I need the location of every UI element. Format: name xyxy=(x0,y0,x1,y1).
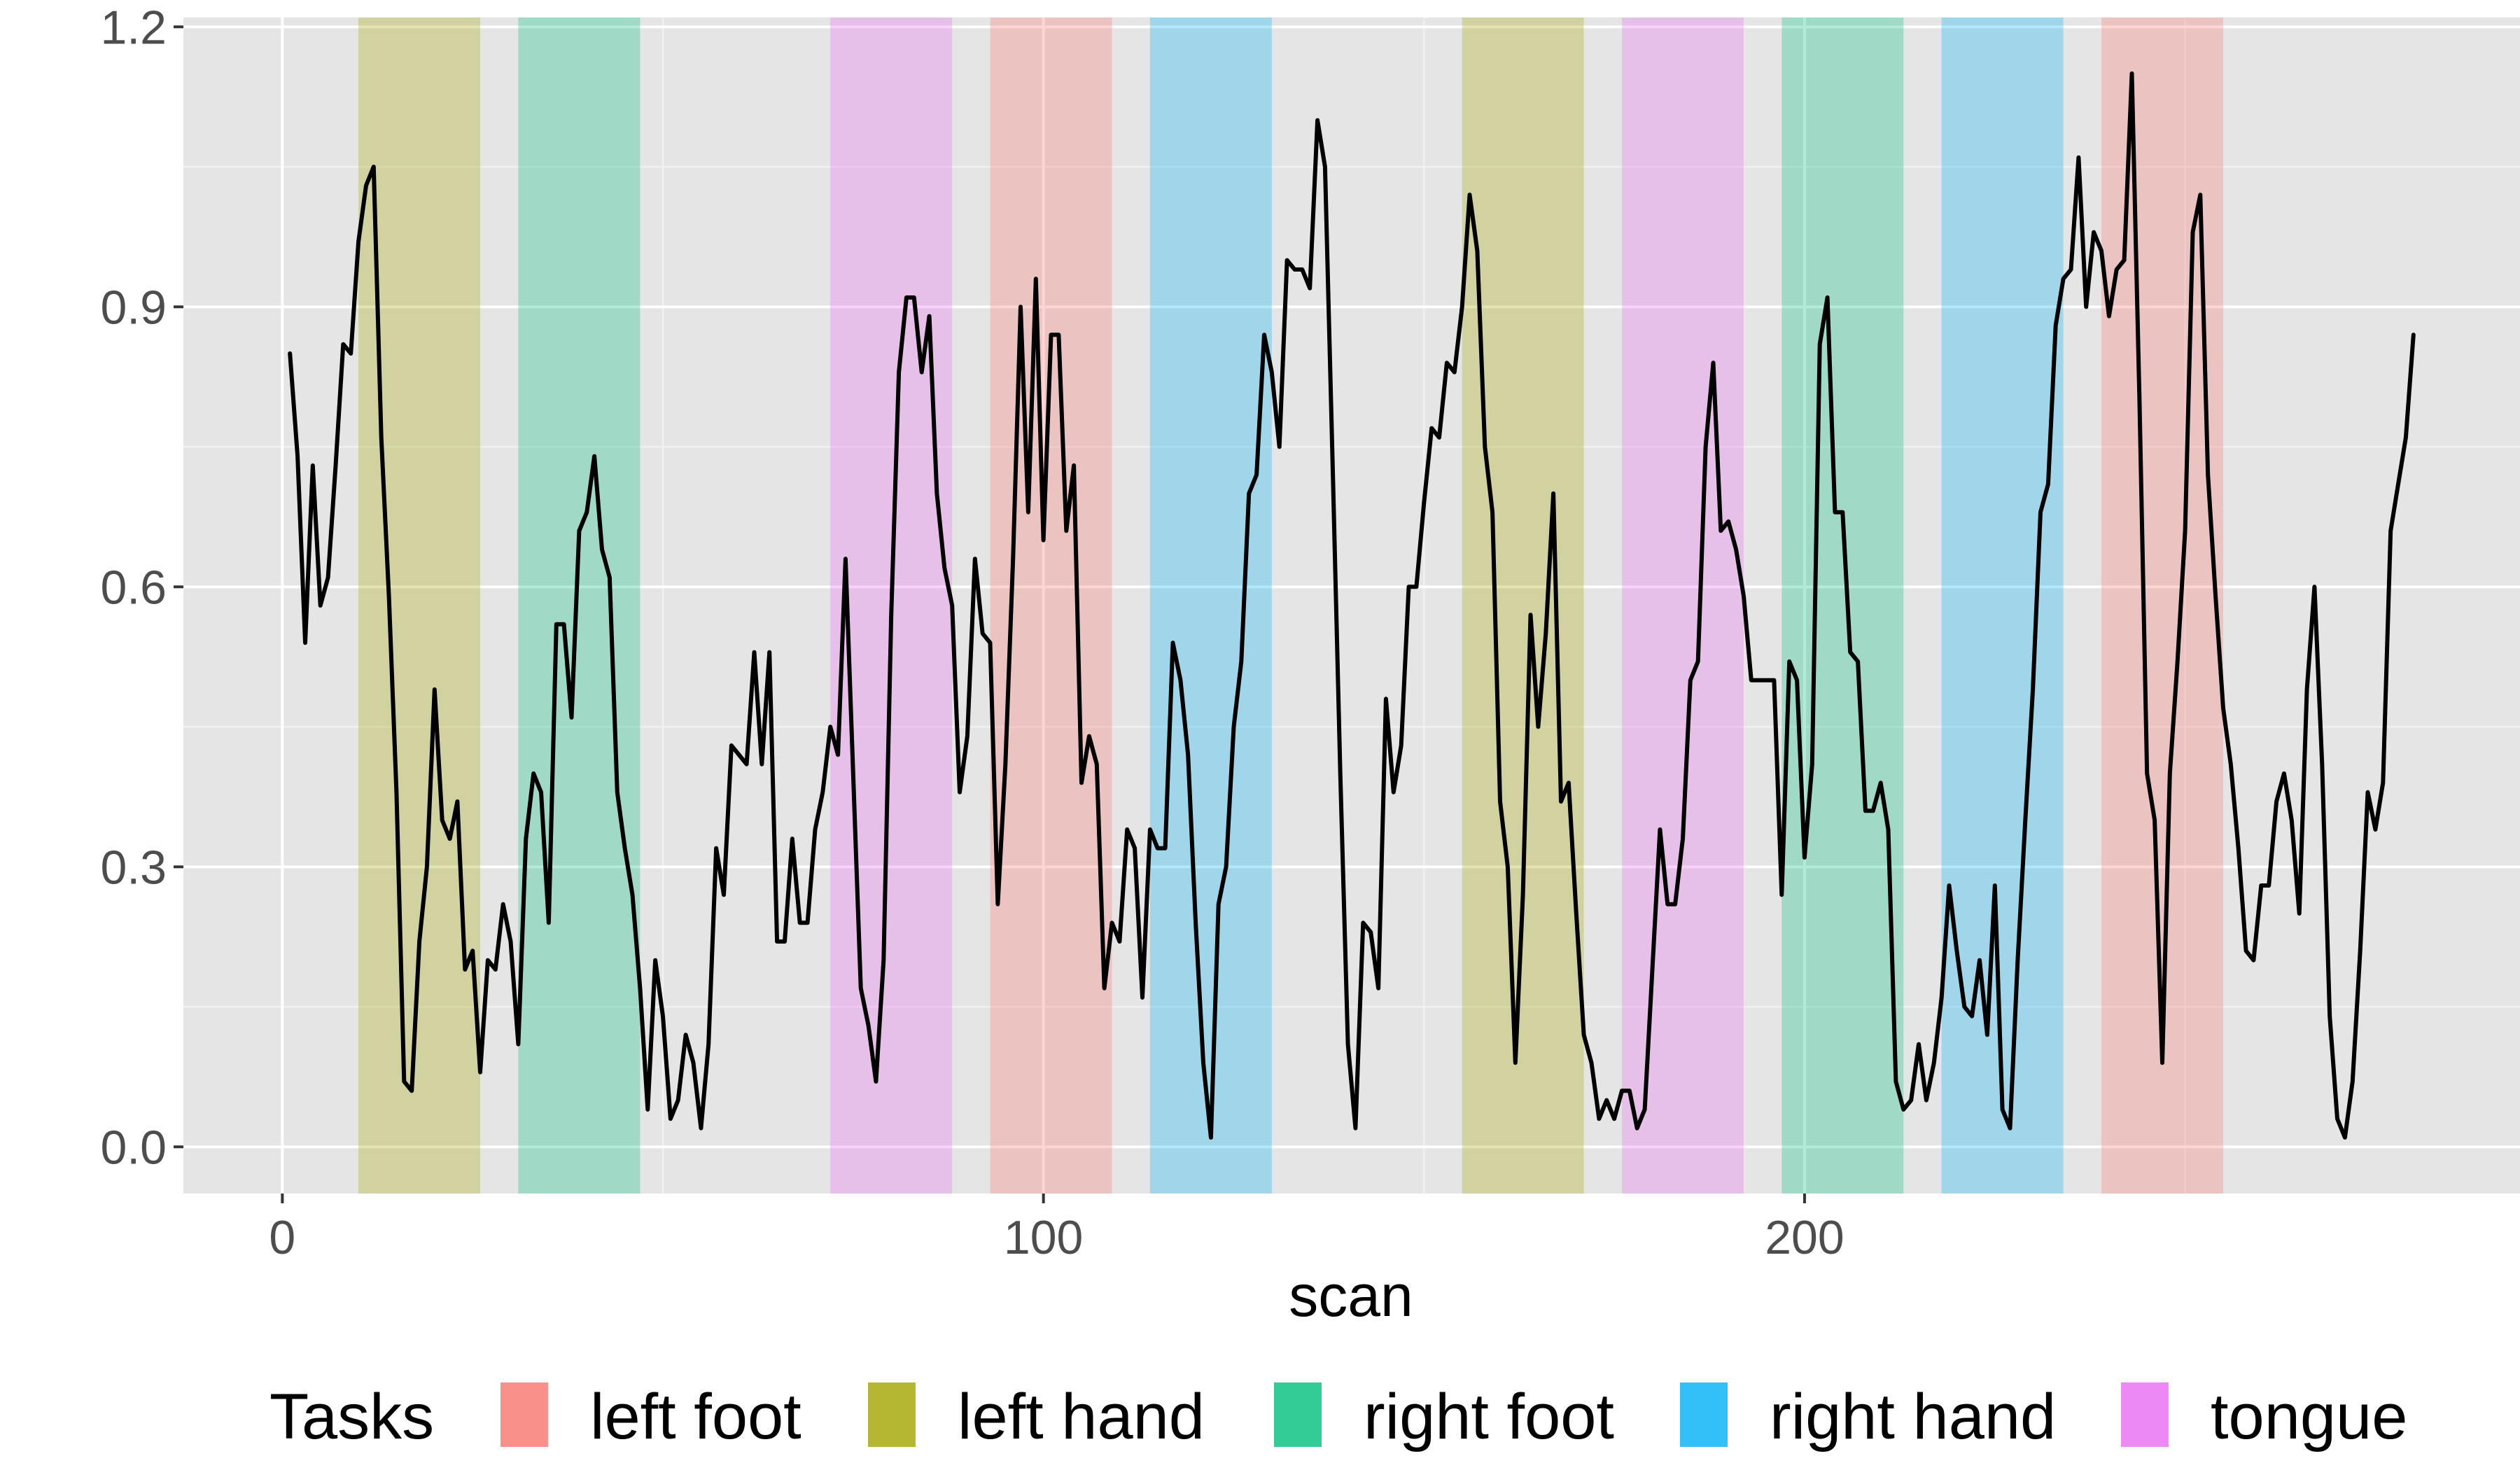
task-block-left-hand xyxy=(358,18,481,1194)
legend-key-left-foot xyxy=(500,1382,548,1447)
y-tick-label: 0.6 xyxy=(100,561,167,614)
legend-key-tongue xyxy=(2121,1382,2169,1447)
task-block-left-hand xyxy=(1462,18,1584,1194)
legend-label-left-hand: left hand xyxy=(958,1381,1205,1452)
task-block-right-hand xyxy=(1941,18,2064,1194)
y-axis: 0.0 0.3 0.6 0.9 1.2 xyxy=(100,1,183,1174)
x-axis: 0 100 200 xyxy=(269,1194,1844,1264)
legend-key-right-foot xyxy=(1274,1382,1322,1447)
legend-label-tongue: tongue xyxy=(2211,1381,2407,1452)
legend-key-left-hand xyxy=(868,1382,916,1447)
x-tick-label: 100 xyxy=(1004,1211,1083,1264)
y-tick-label: 0.0 xyxy=(100,1121,167,1174)
legend-key-right-hand xyxy=(1680,1382,1728,1447)
task-block-left-foot xyxy=(990,18,1112,1194)
legend-label-right-hand: right hand xyxy=(1770,1381,2056,1452)
y-tick-label: 0.9 xyxy=(100,281,167,334)
legend: Tasks left foot left hand right foot right … xyxy=(270,1381,2407,1452)
task-block-right-foot xyxy=(1782,18,1904,1194)
task-block-tongue xyxy=(1621,18,1744,1194)
x-tick-label: 0 xyxy=(269,1211,295,1264)
y-tick-label: 1.2 xyxy=(100,1,167,54)
series-line xyxy=(288,71,2416,1140)
legend-label-left-foot: left foot xyxy=(590,1381,802,1452)
legend-label-right-foot: right foot xyxy=(1364,1381,1614,1452)
x-tick-label: 200 xyxy=(1765,1211,1844,1264)
task-block-right-foot xyxy=(518,18,640,1194)
y-tick-label: 0.3 xyxy=(100,841,167,894)
major-gridlines xyxy=(183,18,2520,1194)
minor-gridlines xyxy=(183,18,2520,1194)
legend-title: Tasks xyxy=(270,1381,434,1452)
x-axis-title: scan xyxy=(1289,1263,1413,1329)
plot-panel xyxy=(183,18,2520,1194)
task-block-right-hand xyxy=(1149,18,1272,1194)
